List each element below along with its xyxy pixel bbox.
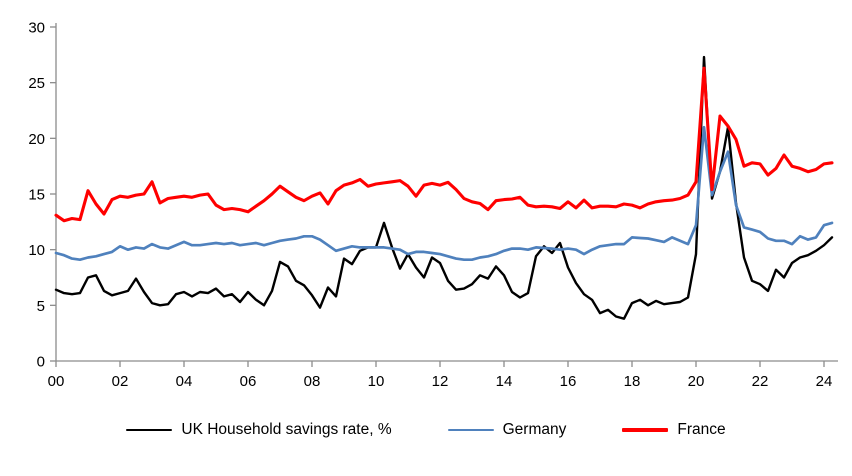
x-tick-label: 02 bbox=[112, 373, 129, 390]
legend-item-germany: Germany bbox=[447, 421, 567, 439]
x-tick-label: 18 bbox=[624, 373, 641, 390]
chart-legend: UK Household savings rate, % Germany Fra… bbox=[0, 421, 852, 439]
y-tick-label: 5 bbox=[37, 298, 45, 315]
x-tick-label: 22 bbox=[752, 373, 769, 390]
x-tick-label: 12 bbox=[432, 373, 449, 390]
x-tick-label: 20 bbox=[688, 373, 705, 390]
y-tick-label: 30 bbox=[28, 20, 45, 37]
y-tick-label: 15 bbox=[28, 187, 45, 204]
legend-item-uk: UK Household savings rate, % bbox=[126, 421, 392, 439]
x-tick-label: 00 bbox=[48, 373, 65, 390]
x-tick-label: 08 bbox=[304, 373, 321, 390]
y-tick-label: 0 bbox=[37, 354, 45, 371]
x-tick-label: 14 bbox=[496, 373, 513, 390]
x-tick-label: 10 bbox=[368, 373, 385, 390]
y-tick-label: 20 bbox=[28, 131, 45, 148]
france-line-sample-icon bbox=[622, 428, 669, 432]
germany-line-sample-icon bbox=[447, 428, 494, 432]
x-tick-label: 24 bbox=[816, 373, 833, 390]
legend-label-uk: UK Household savings rate, % bbox=[181, 421, 392, 438]
x-tick-label: 16 bbox=[560, 373, 577, 390]
x-tick-label: 06 bbox=[240, 373, 257, 390]
uk-line-sample-icon bbox=[126, 428, 173, 432]
germany-line bbox=[54, 125, 834, 262]
legend-label-france: France bbox=[677, 421, 726, 438]
france-line bbox=[54, 66, 834, 223]
y-tick-label: 10 bbox=[28, 242, 45, 259]
plot-area: 0 5 10 15 20 25 30 00 02 04 06 08 10 12 14 16 18 20 22 24 bbox=[28, 20, 838, 390]
legend-item-france: France bbox=[622, 421, 726, 439]
y-tick-label: 25 bbox=[28, 75, 45, 92]
x-tick-label: 04 bbox=[176, 373, 193, 390]
legend-label-germany: Germany bbox=[502, 421, 567, 438]
